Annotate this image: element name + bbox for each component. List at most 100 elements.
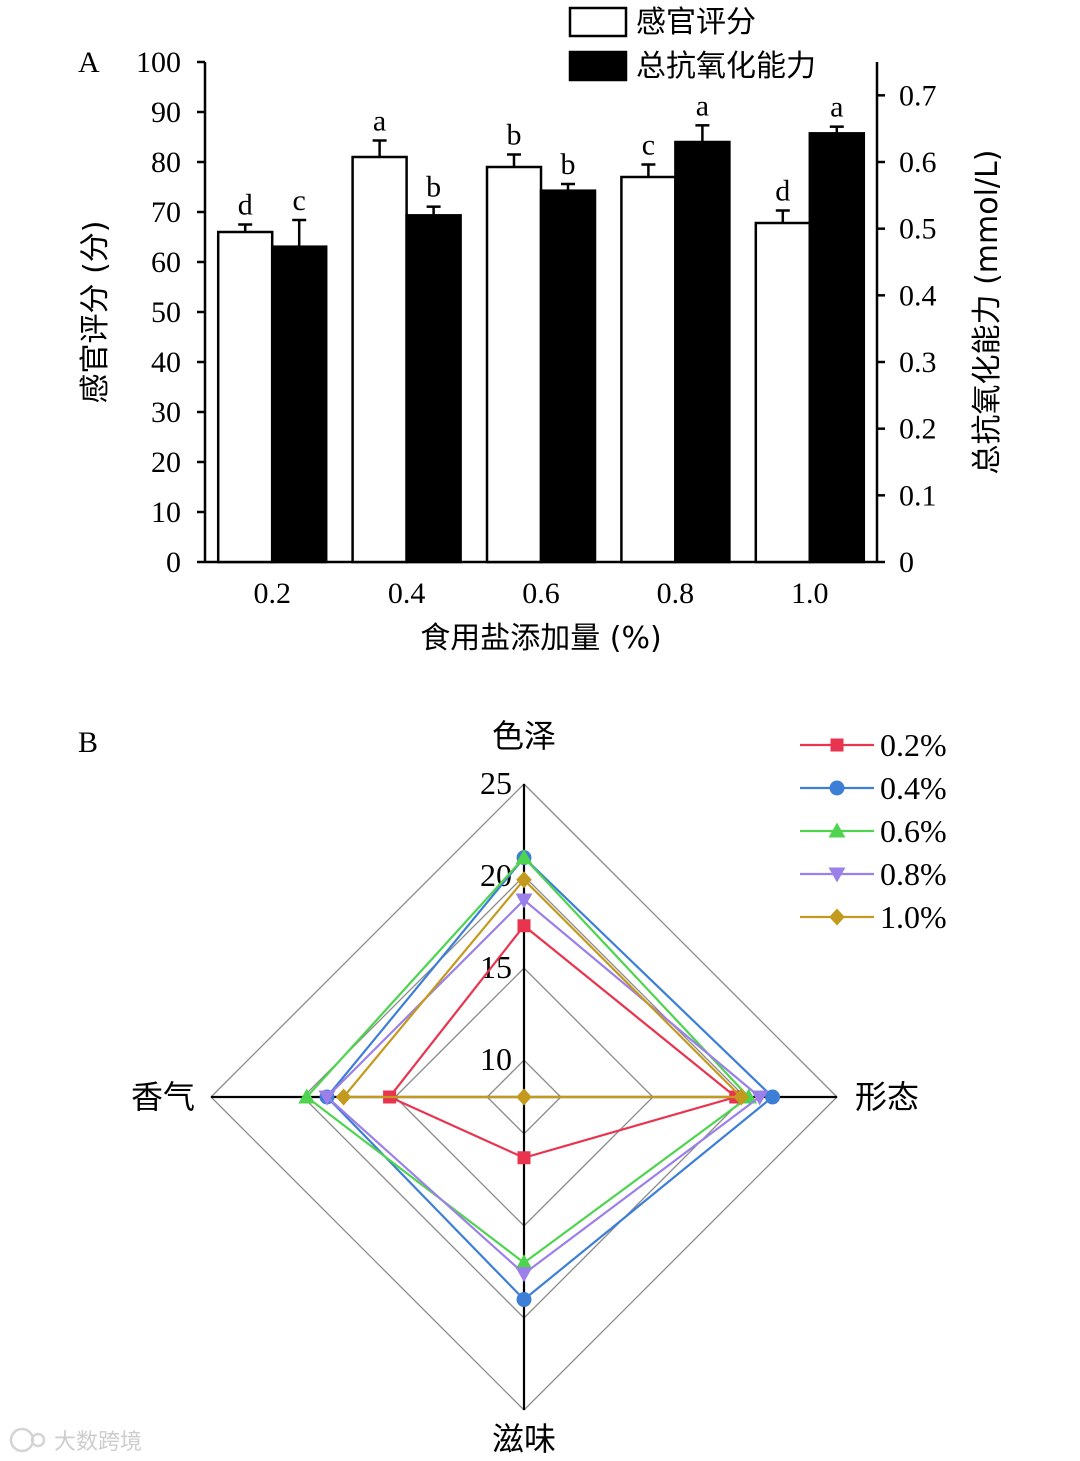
marker-circle	[829, 780, 845, 796]
x-category-label: 1.0	[791, 577, 829, 610]
legend-label: 0.8%	[880, 856, 947, 892]
marker-square	[517, 919, 531, 933]
left-y-tick-label: 60	[151, 246, 181, 279]
antioxidant-bar	[674, 140, 731, 564]
left-y-tick-label: 50	[151, 296, 181, 329]
significance-letter: a	[696, 89, 709, 122]
right-y-tick-label: 0	[899, 546, 914, 579]
right-y-tick-label: 0.2	[899, 413, 937, 446]
right-y-tick-label: 0.1	[899, 479, 937, 512]
right-y-ticks: 0 0.1 0.2 0.3 0.4 0.5 0.6 0.7	[877, 79, 937, 579]
right-y-tick-label: 0.5	[899, 213, 937, 246]
radar-series-line	[325, 898, 762, 1276]
left-y-tick-label: 80	[151, 146, 181, 179]
radar-series-line	[325, 856, 775, 1302]
radar-axis-label-color: 色泽	[492, 717, 556, 755]
marker-circle	[516, 1292, 532, 1308]
legend-label: 0.4%	[880, 770, 947, 806]
left-y-axis-title: 感官评分 (分)	[78, 221, 113, 404]
significance-letter: d	[775, 175, 790, 208]
antioxidant-bar	[539, 189, 597, 564]
marker-diamond	[516, 871, 532, 889]
marker-diamond	[516, 1088, 532, 1106]
panel-a: A 感官评分 总抗氧化能力 0 10 20 30 40 50 60 70 80 90 100 0 0.…	[78, 5, 1005, 656]
legend-label-sensory: 感官评分	[636, 5, 756, 40]
radar-tick-label: 10	[480, 1041, 512, 1077]
legend-label: 0.6%	[880, 813, 947, 849]
sensory-score-bar	[620, 175, 677, 564]
left-y-tick-label: 90	[151, 96, 181, 129]
antioxidant-bar	[270, 245, 328, 564]
marker-triangle-down	[515, 1267, 533, 1283]
marker-diamond	[335, 1088, 352, 1106]
left-y-tick-label: 0	[166, 546, 181, 579]
antioxidant-bar	[405, 214, 462, 564]
legend-swatch-sensory	[568, 6, 628, 38]
radar-series	[298, 849, 781, 1308]
panel-a-label: A	[78, 46, 100, 79]
x-axis-title: 食用盐添加量 (%)	[420, 621, 661, 656]
watermark-text: 大数跨境	[54, 1430, 142, 1455]
x-category-label: 0.2	[253, 577, 291, 610]
radar-axis-label-aroma: 香气	[131, 1078, 195, 1116]
radar-tick-label: 15	[480, 949, 512, 985]
sensory-score-bar	[754, 221, 812, 564]
significance-letter: b	[561, 148, 576, 181]
left-y-tick-label: 100	[136, 46, 181, 79]
left-y-tick-label: 30	[151, 396, 181, 429]
watermark: 大数跨境	[9, 1427, 142, 1455]
right-y-tick-label: 0.3	[899, 346, 937, 379]
marker-triangle-down	[318, 1090, 336, 1106]
marker-triangle-down	[828, 867, 846, 883]
significance-letter: d	[238, 189, 253, 222]
right-y-tick-label: 0.6	[899, 146, 937, 179]
x-category-labels: 0.2 0.4 0.6 0.8 1.0	[253, 577, 828, 610]
significance-letter: a	[373, 105, 386, 138]
sensory-score-bar	[216, 230, 274, 564]
bar-legend: 感官评分 总抗氧化能力	[568, 5, 816, 84]
sensory-score-bar	[351, 155, 408, 564]
x-category-label: 0.6	[522, 577, 560, 610]
significance-letter: b	[507, 119, 522, 152]
radar-series-line	[341, 878, 744, 1099]
legend-label-antioxidant: 总抗氧化能力	[636, 49, 816, 84]
watermark-logo-dot-icon	[30, 1432, 46, 1448]
marker-triangle-up	[515, 849, 533, 865]
significance-letter: c	[293, 184, 306, 217]
right-y-axis-title: 总抗氧化能力 (mmol/L)	[970, 150, 1005, 475]
left-y-tick-label: 70	[151, 196, 181, 229]
radar-tick-label: 25	[480, 765, 512, 801]
x-category-label: 0.8	[657, 577, 695, 610]
marker-diamond	[733, 1088, 750, 1106]
legend-label: 1.0%	[880, 899, 947, 935]
significance-letter: b	[426, 171, 441, 204]
legend-label: 0.2%	[880, 727, 947, 763]
right-y-tick-label: 0.4	[899, 279, 937, 312]
bar-marks: d c a b b b c a d a	[216, 89, 866, 564]
right-y-tick-label: 0.7	[899, 79, 937, 112]
marker-triangle-down	[751, 1090, 769, 1106]
radar-legend: 0.2% 0.4% 0.6% 0.8% 1.0%	[800, 727, 947, 935]
marker-square	[517, 1151, 531, 1165]
radar-axis-label-shape: 形态	[855, 1078, 919, 1116]
marker-diamond	[829, 908, 845, 926]
legend-swatch-antioxidant	[568, 50, 628, 82]
radar-axis-label-taste: 滋味	[492, 1420, 556, 1458]
significance-letter: c	[642, 129, 655, 162]
radar-series-line	[387, 924, 739, 1159]
marker-triangle-up	[828, 822, 846, 838]
watermark-logo-icon	[9, 1427, 35, 1453]
panel-b-label: B	[78, 726, 98, 759]
sensory-score-bar	[485, 165, 543, 564]
marker-triangle-down	[515, 893, 533, 909]
left-y-ticks: 0 10 20 30 40 50 60 70 80 90 100	[136, 46, 205, 579]
left-y-tick-label: 20	[151, 446, 181, 479]
marker-triangle-up	[515, 1254, 533, 1270]
marker-square	[830, 738, 844, 752]
left-y-tick-label: 10	[151, 496, 181, 529]
antioxidant-bar	[808, 132, 866, 564]
x-category-label: 0.4	[388, 577, 426, 610]
